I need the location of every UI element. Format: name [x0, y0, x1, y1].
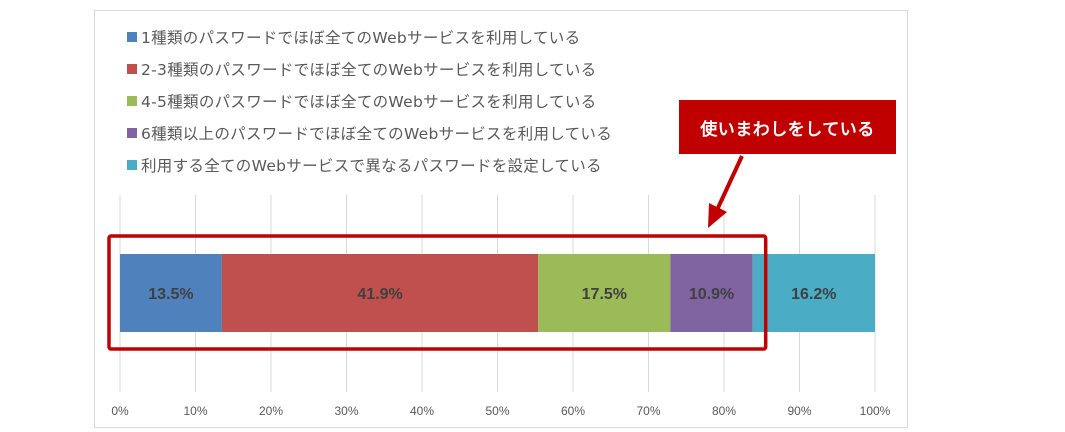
legend-swatch [127, 160, 137, 170]
legend-label: 1種類のパスワードでほぼ全てのWebサービスを利用している [141, 29, 581, 47]
callout-arrow-line [715, 155, 744, 211]
x-tick-label: 20% [259, 404, 283, 418]
data-label: 17.5% [582, 286, 627, 303]
legend-label: 4-5種類のパスワードでほぼ全てのWebサービスを利用している [141, 93, 597, 111]
x-tick-label: 100% [860, 404, 891, 418]
legend-item: 4-5種類のパスワードでほぼ全てのWebサービスを利用している [127, 88, 596, 114]
legend-item: 利用する全てのWebサービスで異なるパスワードを設定している [127, 152, 602, 178]
x-tick-label: 70% [636, 404, 660, 418]
legend-item: 1種類のパスワードでほぼ全てのWebサービスを利用している [127, 24, 580, 50]
legend-label: 2-3種類のパスワードでほぼ全てのWebサービスを利用している [141, 61, 597, 79]
bar-segment [670, 254, 753, 332]
highlight-box [107, 234, 768, 351]
x-tick-label: 40% [410, 404, 434, 418]
legend-swatch [127, 64, 137, 74]
legend-swatch [127, 96, 137, 106]
data-label: 10.9% [689, 286, 734, 303]
data-label: 13.5% [148, 286, 193, 303]
legend-swatch [127, 32, 137, 42]
data-label: 41.9% [357, 286, 402, 303]
bar-segment [221, 254, 539, 332]
chart-frame [94, 10, 908, 428]
legend-label: 6種類以上のパスワードでほぼ全てのWebサービスを利用している [141, 125, 612, 143]
x-tick-label: 10% [183, 404, 207, 418]
legend-label: 利用する全てのWebサービスで異なるパスワードを設定している [141, 157, 602, 175]
x-tick-label: 60% [561, 404, 585, 418]
legend-item: 6種類以上のパスワードでほぼ全てのWebサービスを利用している [127, 120, 612, 146]
bar-segment [120, 254, 222, 332]
x-tick-label: 0% [111, 404, 129, 418]
bar-segment [538, 254, 671, 332]
x-tick-label: 90% [787, 404, 811, 418]
callout-arrow-head [708, 203, 727, 228]
x-tick-label: 30% [334, 404, 358, 418]
x-tick-label: 50% [485, 404, 509, 418]
legend-swatch [127, 128, 137, 138]
bar-segment [752, 254, 875, 332]
data-label: 16.2% [791, 286, 836, 303]
x-tick-label: 80% [712, 404, 736, 418]
legend-item: 2-3種類のパスワードでほぼ全てのWebサービスを利用している [127, 56, 596, 82]
callout-text: 使いまわしをしている [700, 119, 875, 140]
callout-box: 使いまわしをしている [679, 100, 896, 154]
